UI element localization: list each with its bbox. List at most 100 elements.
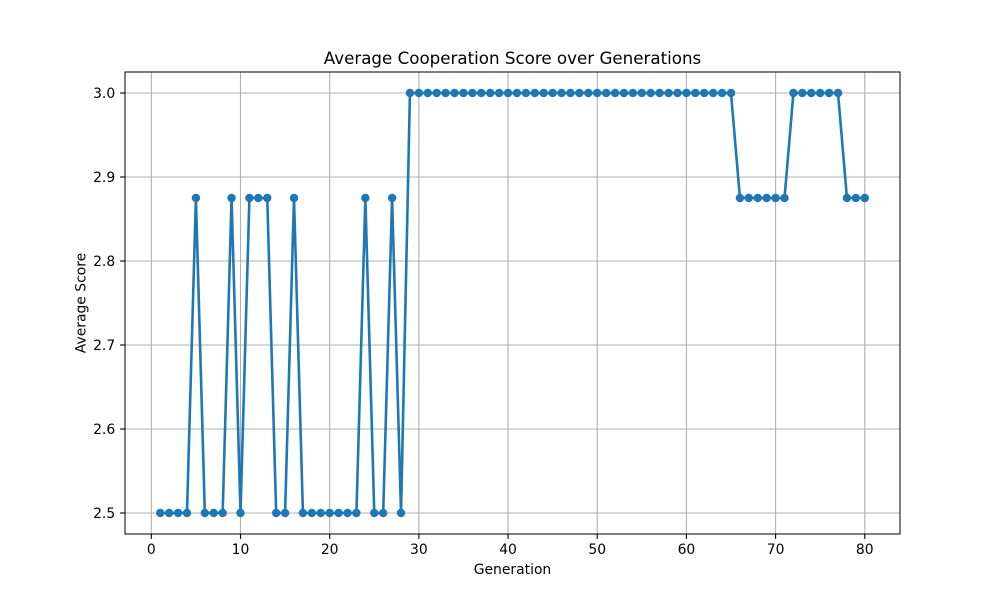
data-point (503, 88, 513, 98)
data-point (851, 193, 861, 203)
data-point (824, 88, 834, 98)
y-axis-ticks: 2.5 2.6 2.7 2.8 2.9 3.0 (93, 86, 125, 522)
data-point (450, 88, 459, 98)
data-point (744, 193, 754, 203)
data-point (753, 193, 762, 203)
data-point (245, 193, 254, 203)
data-point (789, 88, 798, 98)
data-point (289, 193, 299, 203)
y-tick-label: 2.7 (93, 338, 115, 354)
data-point (601, 88, 611, 98)
data-point (182, 508, 192, 518)
x-tick-label: 10 (232, 542, 250, 558)
data-point (798, 88, 807, 98)
data-point (593, 88, 602, 98)
data-point (664, 88, 673, 98)
x-axis-label: Generation (474, 562, 552, 578)
data-point (637, 88, 647, 98)
data-point (334, 508, 343, 518)
data-point (370, 508, 379, 518)
data-point (673, 88, 682, 98)
y-axis-label: Average Score (74, 253, 90, 353)
data-point (539, 88, 548, 98)
data-point (708, 88, 718, 98)
x-tick-label: 70 (767, 542, 785, 558)
data-point (352, 508, 361, 518)
x-tick-label: 20 (321, 542, 339, 558)
data-point (771, 193, 780, 203)
data-point (378, 508, 388, 518)
data-point (628, 88, 638, 98)
data-point (726, 88, 736, 98)
data-point (575, 88, 584, 98)
data-point (387, 193, 397, 203)
x-tick-label: 40 (499, 542, 517, 558)
x-tick-label: 50 (588, 542, 606, 558)
series (156, 88, 869, 518)
y-tick-label: 2.8 (93, 254, 115, 270)
data-point (780, 193, 789, 203)
data-point (316, 508, 325, 518)
data-point (263, 193, 272, 203)
data-point (361, 193, 370, 203)
data-point (271, 508, 281, 518)
data-point (486, 88, 495, 98)
x-tick-label: 0 (147, 542, 156, 558)
data-point (735, 193, 745, 203)
data-point (209, 508, 218, 518)
data-point (691, 88, 700, 98)
data-point (557, 88, 566, 98)
y-tick-label: 2.5 (93, 506, 115, 522)
data-point (307, 508, 317, 518)
data-point (494, 88, 504, 98)
data-point (414, 88, 424, 98)
data-point (405, 88, 415, 98)
data-point (236, 508, 245, 518)
data-point (280, 508, 290, 518)
data-point (807, 88, 816, 98)
data-point (655, 88, 664, 98)
data-point (530, 88, 539, 98)
data-point (396, 508, 406, 518)
data-point (860, 193, 869, 203)
x-tick-label: 60 (678, 542, 696, 558)
data-point (432, 88, 441, 98)
data-point (191, 193, 201, 203)
data-point (164, 508, 174, 518)
data-point (833, 88, 843, 98)
data-point (200, 508, 210, 518)
data-point (254, 193, 263, 203)
data-point (343, 508, 352, 518)
data-point (477, 88, 486, 98)
data-point (566, 88, 575, 98)
x-tick-label: 30 (410, 542, 428, 558)
y-tick-label: 3.0 (93, 86, 115, 102)
data-point (218, 508, 227, 518)
plot-frame (124, 71, 901, 535)
data-point (815, 88, 825, 98)
data-point (548, 88, 557, 98)
y-tick-label: 2.9 (93, 170, 115, 186)
x-axis-ticks: 0 10 20 30 40 50 60 70 80 (147, 534, 874, 558)
data-point (227, 193, 236, 203)
data-point (459, 88, 468, 98)
data-point (468, 88, 477, 98)
data-point (173, 508, 183, 518)
data-point (700, 88, 709, 98)
data-point (682, 88, 691, 98)
data-point (584, 88, 593, 98)
data-point (610, 88, 620, 98)
x-tick-label: 80 (856, 542, 874, 558)
data-point (441, 88, 450, 98)
data-point (762, 193, 771, 203)
data-point (423, 88, 432, 98)
data-point (619, 88, 629, 98)
data-point (646, 88, 655, 98)
data-point (717, 88, 727, 98)
data-point (521, 88, 531, 98)
data-point (512, 88, 522, 98)
data-point (325, 508, 334, 518)
y-tick-label: 2.6 (93, 422, 115, 438)
